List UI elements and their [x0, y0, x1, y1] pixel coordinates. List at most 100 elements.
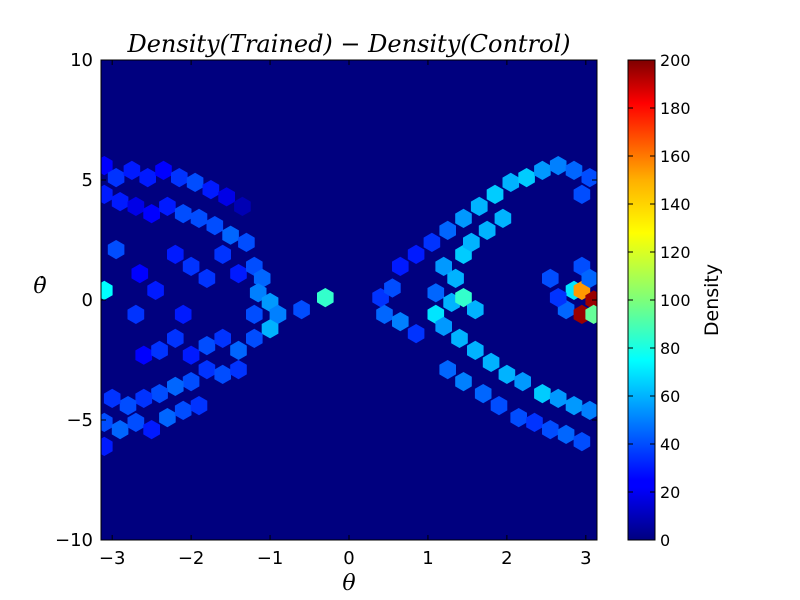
hex-cell [534, 384, 551, 404]
hex-cell [534, 160, 551, 180]
hex-cell [151, 340, 168, 360]
x-tick-label: 1 [422, 548, 433, 569]
hex-cell [376, 304, 393, 324]
hex-cell [167, 376, 184, 396]
hex-cell [502, 172, 520, 192]
hex-cell [214, 244, 231, 264]
hex-cell [151, 384, 168, 404]
hex-cell [127, 196, 145, 216]
colorbar-label: Density [701, 264, 723, 336]
hex-cell [198, 360, 216, 380]
hex-cell [573, 184, 591, 204]
hex-cell [581, 168, 597, 188]
hex-cell [518, 168, 535, 188]
hex-cell [143, 420, 160, 440]
colorbar-tick-label: 0 [660, 531, 670, 550]
hex-cell [246, 328, 263, 348]
colorbar-ticks: 0 20 40 60 80 100 120 140 160 180 200 [628, 51, 691, 550]
hex-cell [478, 220, 496, 240]
hex-cell [261, 319, 279, 339]
hex-cell [230, 360, 247, 380]
hexbin-layer [101, 156, 597, 456]
x-tick-label: −2 [178, 548, 205, 569]
y-axis-label: θ̇ [33, 274, 46, 299]
hex-cell [182, 256, 200, 276]
hex-cell [490, 396, 508, 416]
hex-cell [470, 196, 488, 216]
hex-cell [202, 180, 220, 200]
colorbar-tick-label: 60 [660, 387, 680, 406]
hex-cell [293, 300, 310, 320]
hex-cell [498, 364, 516, 384]
hex-cell [123, 160, 141, 180]
hex-cell [101, 184, 113, 204]
hex-cell [392, 312, 409, 332]
hex-cell [139, 168, 156, 188]
hex-cell [131, 264, 149, 284]
hex-cell [494, 208, 512, 228]
y-tick-label: 10 [70, 50, 93, 71]
hex-cell [238, 232, 255, 252]
hex-cell [542, 420, 559, 440]
hex-cell [167, 244, 184, 264]
hex-cell [463, 232, 480, 252]
hex-cell [174, 400, 192, 420]
hex-cell [549, 156, 567, 176]
hex-cell [392, 256, 409, 276]
hex-cell [174, 204, 192, 224]
hex-cell [230, 264, 247, 284]
hex-cell [427, 283, 445, 303]
x-tick-label: −1 [257, 548, 284, 569]
hex-cell [111, 420, 129, 440]
hex-cell [455, 288, 472, 308]
chart-title: Density(Trained) − Density(Control) [126, 30, 570, 58]
colorbar-tick-label: 200 [660, 51, 691, 70]
hex-cell [206, 216, 224, 236]
hex-cell [423, 232, 441, 252]
x-axis-label: θ [342, 571, 355, 596]
hex-cell [143, 204, 160, 224]
hex-cell [581, 400, 597, 420]
hex-cell [467, 300, 484, 320]
hex-cell [234, 196, 251, 216]
hex-cell [557, 424, 575, 444]
x-tick-label: −3 [99, 548, 126, 569]
x-tick-label: 2 [501, 548, 512, 569]
hex-cell [269, 304, 287, 324]
hex-cell [510, 408, 527, 428]
hex-cell [147, 280, 164, 300]
hex-cell [198, 336, 216, 356]
x-tick-label: 3 [580, 548, 591, 569]
hex-cell [186, 172, 204, 192]
hex-cell [447, 268, 464, 288]
hex-cell [155, 160, 172, 180]
hex-cell [514, 372, 531, 392]
hex-cell [526, 412, 543, 432]
colorbar-tick-label: 120 [660, 243, 691, 262]
hex-cell [182, 345, 200, 365]
hex-cell [218, 187, 235, 207]
hex-cell [101, 436, 113, 456]
colorbar-tick-label: 80 [660, 339, 680, 358]
hex-cell [565, 160, 583, 180]
hex-cell [174, 304, 192, 324]
hex-cell [384, 278, 401, 298]
hex-cell [455, 372, 472, 392]
hex-cell [214, 364, 231, 384]
hex-cell [585, 304, 597, 324]
colorbar-tick-label: 20 [660, 483, 680, 502]
hex-cell [190, 396, 208, 416]
hex-cell [190, 208, 208, 228]
hex-cell [573, 432, 591, 452]
colorbar-tick-label: 140 [660, 195, 691, 214]
colorbar-tick-label: 100 [660, 291, 691, 310]
hex-cell [101, 156, 113, 176]
hex-cell [111, 192, 129, 212]
hex-cell [474, 384, 492, 404]
hex-cell [171, 168, 188, 188]
hex-cell [135, 345, 153, 365]
hex-cell [246, 304, 263, 324]
hex-cell [482, 352, 500, 372]
